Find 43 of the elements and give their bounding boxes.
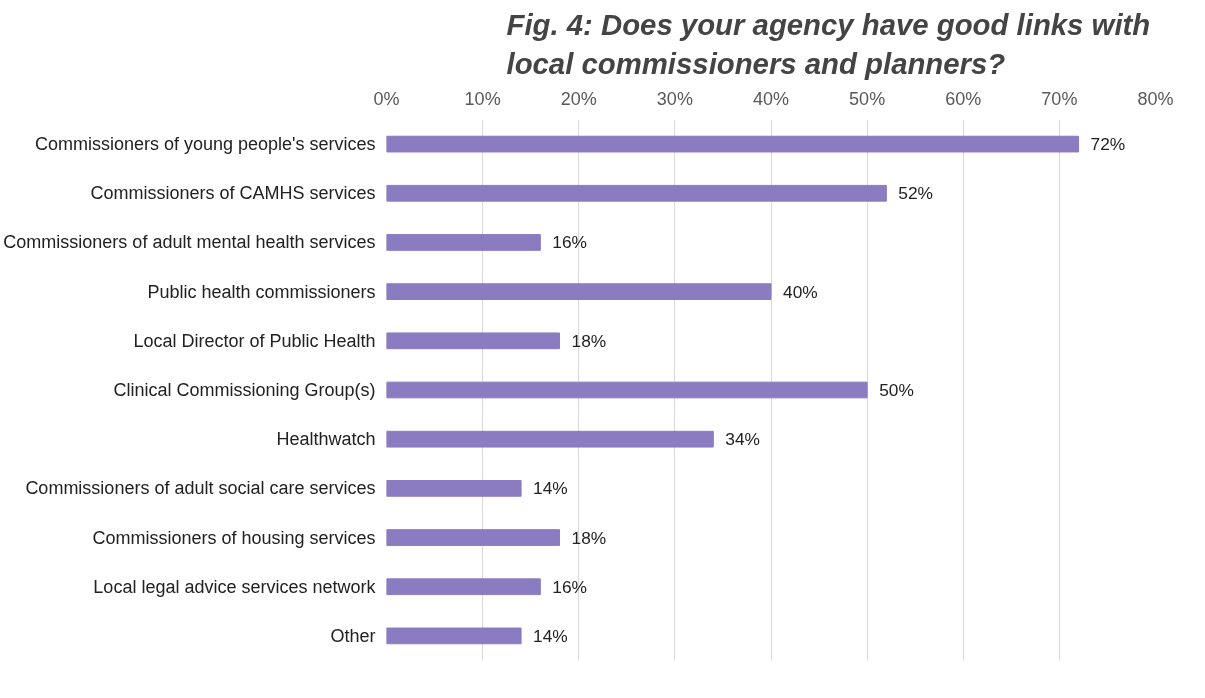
bar [386, 135, 1080, 153]
bar [386, 381, 868, 399]
y-tick-label: Other [330, 625, 376, 646]
data-label: 72% [1090, 134, 1126, 155]
data-label: 18% [571, 527, 607, 548]
bar [386, 332, 561, 350]
x-tick-label: 40% [752, 88, 790, 109]
data-label: 52% [898, 183, 934, 204]
data-label: 14% [533, 625, 568, 646]
bar [386, 430, 714, 448]
x-tick-label: 60% [945, 88, 982, 109]
chart-title: Fig. 4: Does your agency have good links with local commissioners and planners? [506, 7, 1151, 81]
x-tick-label: 80% [1137, 88, 1174, 109]
data-label: 50% [879, 380, 914, 400]
bar [386, 479, 522, 497]
x-tick-label: 10% [464, 88, 501, 109]
bar [386, 184, 887, 202]
y-tick-label: Public health commissioners [147, 281, 376, 302]
y-tick-label: Commissioners of housing services [92, 527, 376, 548]
bar [386, 283, 772, 301]
bar [386, 234, 541, 251]
x-tick-label: 0% [373, 88, 400, 109]
bar [386, 627, 522, 645]
y-tick-label: Commissioners of adult social care services [25, 478, 376, 499]
y-tick-label: Local legal advice services network [93, 576, 377, 597]
bar [386, 529, 561, 546]
data-label: 18% [571, 330, 607, 351]
x-tick-label: 30% [656, 88, 693, 109]
x-tick-label: 50% [849, 88, 886, 109]
data-label: 14% [533, 478, 568, 499]
data-label: 16% [552, 232, 587, 253]
x-tick-label: 20% [560, 88, 597, 109]
y-tick-label: Local Director of Public Health [133, 330, 376, 351]
y-tick-label: Clinical Commissioning Group(s) [113, 380, 376, 400]
y-tick-label: Healthwatch [276, 429, 376, 450]
x-tick-label: 70% [1041, 88, 1078, 109]
data-label: 16% [552, 576, 587, 597]
data-label: 40% [783, 281, 818, 302]
data-label: 34% [725, 429, 761, 450]
y-tick-label: Commissioners of young people's services [34, 134, 376, 155]
bar [386, 578, 541, 596]
y-tick-label: Commissioners of CAMHS services [90, 183, 376, 204]
y-tick-label: Commissioners of adult mental health services [3, 232, 376, 253]
